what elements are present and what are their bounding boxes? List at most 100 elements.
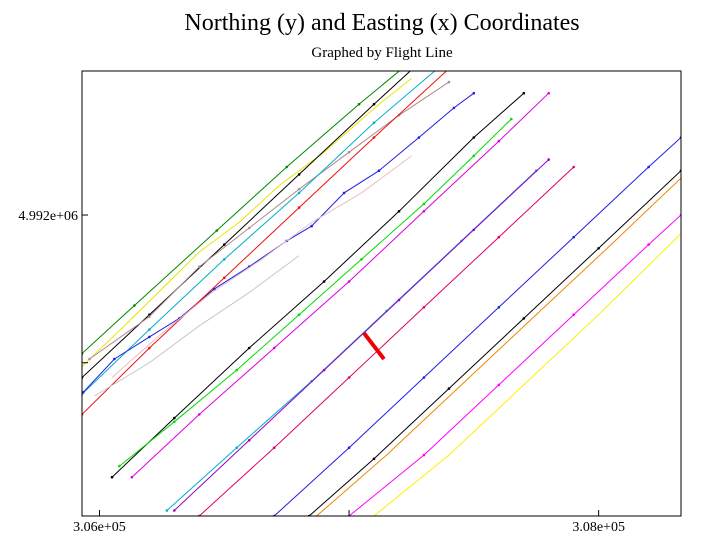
flight-line-15-point-2 (272, 446, 276, 450)
flight-line-6-point-3 (148, 335, 151, 339)
flight-line-2 (82, 78, 412, 367)
flight-line-15 (198, 166, 575, 516)
flight-line-7-point-3 (223, 276, 226, 280)
flight-line-7 (82, 71, 448, 415)
flight-line-11-point-8 (510, 117, 513, 121)
x-tick-label-1: 3.06e+05 (73, 520, 126, 535)
flight-line-11-point-6 (422, 202, 426, 206)
flight-line-1-point-3 (215, 229, 219, 232)
flight-line-11 (119, 118, 512, 467)
flight-line-10-point-2 (173, 416, 176, 420)
flight-line-19-point-2 (422, 453, 426, 457)
flight-line-6-point-8 (310, 224, 313, 228)
flight-line-4-point-8 (447, 80, 451, 84)
flight-line-4 (89, 81, 450, 360)
flight-line-5-point-5 (372, 121, 376, 124)
flight-line-4-point-3 (198, 265, 201, 269)
flight-line-19-point-3 (497, 383, 501, 387)
flight-line-17-point-5 (597, 247, 600, 250)
flight-line-19 (348, 214, 681, 516)
flight-line-11-point-2 (173, 420, 176, 424)
flight-line-16-point-6 (647, 165, 650, 169)
flight-line-3-point-3 (223, 243, 226, 246)
plot-frame (81, 70, 682, 517)
flight-line-3 (82, 71, 411, 378)
flight-line-14-point-3 (322, 368, 326, 372)
flight-line-15-point-4 (422, 306, 426, 309)
flight-line-17 (308, 170, 681, 516)
flight-line-7-point-2 (148, 346, 151, 350)
flight-line-20 (373, 233, 681, 516)
flight-line-15-point-6 (572, 165, 575, 169)
flight-line-19-point-4 (572, 313, 575, 317)
flight-line-16 (273, 137, 681, 516)
flight-line-15-point-3 (347, 376, 351, 379)
flight-line-8 (111, 155, 412, 378)
flight-line-3-point-4 (297, 173, 301, 176)
flight-line-10-point-5 (397, 210, 401, 213)
flight-line-14-point-6 (547, 158, 550, 161)
flight-line-6 (82, 92, 475, 393)
flight-line-10-point-6 (472, 136, 476, 139)
y-tick-label-1: 4.992e+06 (18, 209, 78, 224)
flight-line-12-point-2 (198, 413, 201, 416)
flight-line-9 (94, 255, 300, 397)
flight-line-16-point-5 (572, 235, 575, 239)
flight-line-5-point-4 (297, 191, 301, 195)
chart-title: Northing (y) and Easting (x) Coordinates (184, 10, 579, 36)
chart-subtitle: Graphed by Flight Line (311, 45, 453, 61)
flight-line-6-point-1 (82, 391, 85, 394)
flight-line-5-point-3 (223, 258, 226, 261)
flight-line-13 (166, 170, 537, 511)
flight-line-16-point-3 (422, 376, 426, 379)
flight-line-12-point-5 (422, 210, 426, 213)
flight-line-17-point-3 (447, 387, 451, 390)
flight-line-4-point-6 (347, 150, 351, 154)
flight-line-4-point-2 (148, 315, 151, 318)
flight-line-6-point-12 (452, 106, 456, 110)
flight-line-14-point-2 (247, 439, 251, 442)
flight-line-7-point-6 (455, 61, 458, 64)
flight-line-1-point-5 (357, 102, 361, 106)
x-tick-label-3: 3.08e+05 (572, 520, 625, 535)
flight-line-1-point-4 (285, 165, 289, 169)
flight-line-17-point-2 (372, 457, 376, 461)
flight-line-11-point-3 (235, 368, 238, 372)
flight-line-5-point-2 (148, 328, 151, 331)
flight-line-1-point-2 (133, 304, 136, 307)
flight-line-10-point-1 (110, 475, 114, 479)
flight-line-12-point-6 (497, 139, 501, 143)
flight-line-14-point-5 (472, 228, 476, 232)
flight-line-15-point-5 (497, 235, 501, 239)
flight-line-6-point-9 (342, 191, 346, 195)
flight-line-14-point-1 (173, 509, 176, 512)
flight-line-6-point-10 (377, 169, 381, 172)
flight-line-11-point-5 (360, 258, 363, 261)
flight-line-11-point-4 (297, 313, 301, 317)
flight-line-7-point-5 (372, 136, 376, 139)
flight-line-12-point-7 (547, 91, 550, 95)
flight-line-4-point-5 (297, 187, 301, 191)
flight-line-4-point-4 (247, 226, 251, 230)
flight-line-12-point-3 (272, 346, 276, 350)
flight-line-1 (82, 71, 401, 354)
plot-series (82, 61, 681, 516)
flight-line-16-point-4 (497, 306, 501, 309)
flight-line-3-point-5 (372, 102, 376, 106)
flight-line-7-point-4 (297, 206, 301, 209)
flight-line-17-point-4 (522, 317, 526, 320)
flight-line-14 (173, 159, 550, 511)
flight-line-16-point-2 (347, 446, 351, 450)
flight-line-19-point-5 (647, 243, 650, 246)
flight-line-10-point-7 (522, 91, 526, 95)
flight-line-18 (316, 177, 681, 516)
flight-line-6-point-13 (472, 91, 476, 95)
highlight-segment-1 (362, 331, 386, 361)
plot-annotations (362, 331, 386, 361)
flight-line-12-point-4 (347, 280, 351, 283)
flight-line-11-point-1 (118, 464, 121, 468)
flight-line-5 (82, 71, 436, 395)
flight-line-14-point-4 (397, 298, 401, 302)
flight-line-13-point-1 (165, 509, 169, 512)
flight-line-13-point-2 (235, 446, 238, 450)
